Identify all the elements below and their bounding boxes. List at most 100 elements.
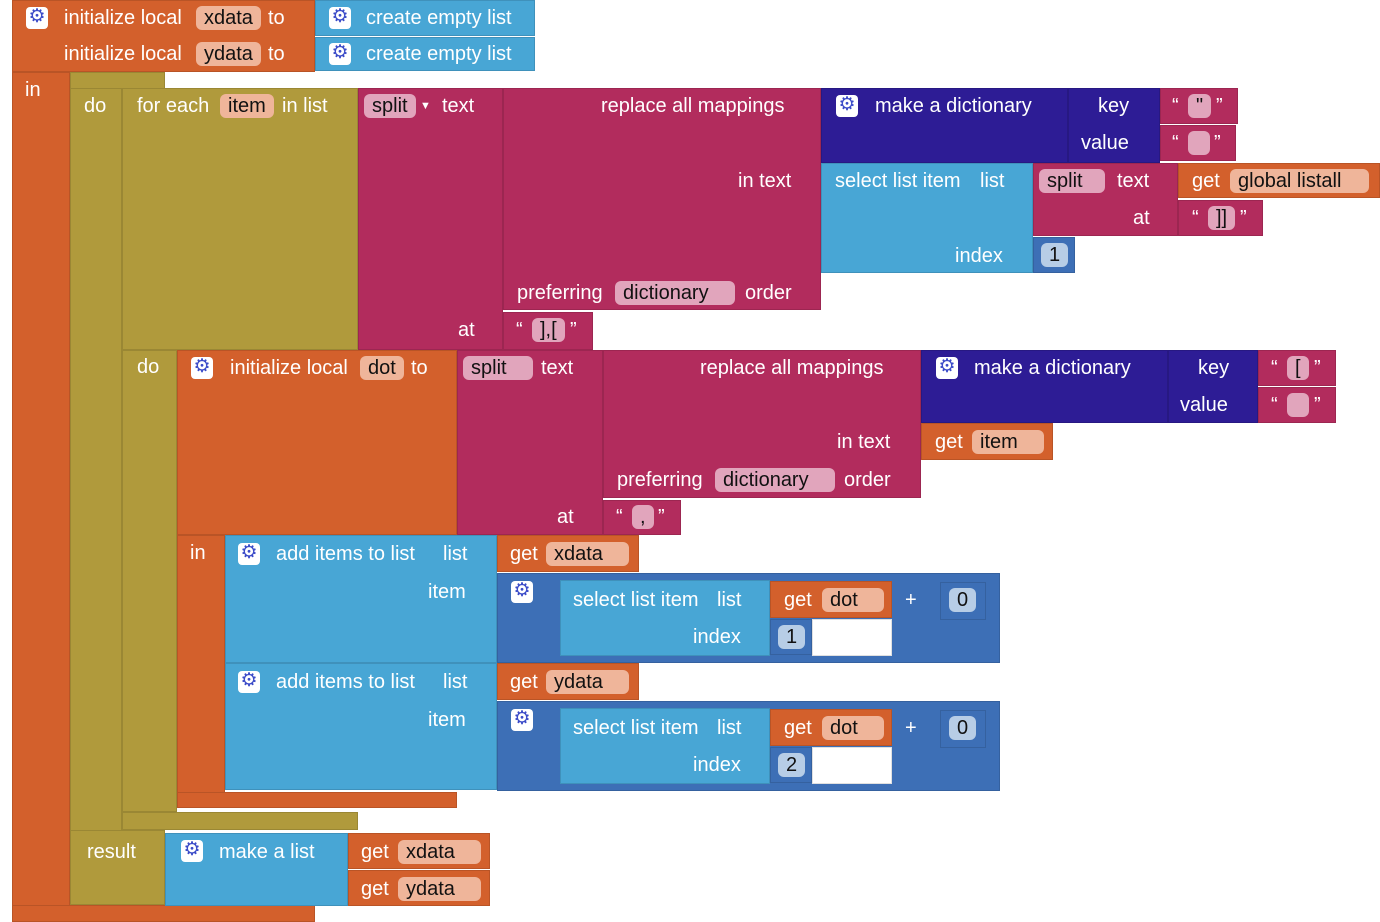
quote: ” (570, 319, 577, 341)
label: get (1192, 170, 1220, 192)
label: item (428, 581, 466, 603)
label: value (1180, 394, 1228, 416)
order-dropdown[interactable]: dictionary (715, 468, 835, 492)
var-dropdown[interactable]: item (972, 430, 1044, 454)
label: get (510, 543, 538, 565)
label: select list item (573, 717, 699, 739)
label: preferring (617, 469, 703, 491)
select-list-item-block[interactable] (560, 580, 770, 656)
add-items-block[interactable] (225, 663, 497, 790)
gear-icon[interactable] (238, 541, 260, 565)
label: do (84, 95, 107, 117)
gear-icon[interactable] (936, 355, 958, 379)
gear-icon[interactable] (329, 41, 351, 65)
text-value-empty[interactable] (1287, 393, 1309, 417)
label: get (361, 841, 389, 863)
replace-block[interactable] (503, 88, 821, 310)
var-ydata[interactable]: ydata (196, 42, 261, 66)
gear-icon[interactable] (329, 5, 351, 29)
result-row (70, 830, 165, 905)
label: in list (282, 95, 328, 117)
quote: “ (516, 319, 523, 341)
label: make a dictionary (875, 95, 1032, 117)
label: initialize local (230, 357, 348, 379)
quote: ” (1214, 132, 1221, 154)
add-items-block[interactable] (225, 535, 497, 663)
number-value[interactable]: 0 (949, 588, 977, 612)
create-empty-list-block[interactable] (315, 37, 535, 71)
label: select list item (835, 170, 961, 192)
label: at (557, 506, 574, 528)
quote: “ (1271, 394, 1278, 416)
text-value-empty[interactable] (1188, 131, 1210, 155)
var-item[interactable]: item (220, 94, 274, 118)
quote: ” (1314, 394, 1321, 416)
gear-icon[interactable] (511, 579, 533, 603)
label: key (1098, 95, 1130, 117)
make-dictionary-block[interactable] (921, 350, 1168, 423)
text-value[interactable]: [ (1287, 356, 1309, 380)
label: to (411, 357, 428, 379)
var-dropdown[interactable]: dot (822, 716, 884, 740)
label: result (87, 841, 136, 863)
quote: ” (658, 506, 665, 528)
text-value[interactable]: ]] (1208, 206, 1236, 230)
gear-icon[interactable] (238, 669, 260, 693)
text-value[interactable]: , (632, 505, 654, 529)
number-value[interactable]: 1 (778, 625, 806, 649)
pair-block[interactable] (1068, 88, 1160, 163)
label: key (1198, 357, 1230, 379)
split-dropdown[interactable]: split (364, 94, 416, 118)
for-each-block[interactable] (122, 88, 358, 350)
init-local-dot-bottom (177, 792, 457, 808)
number-value[interactable]: 2 (778, 753, 806, 777)
label: preferring (517, 282, 603, 304)
gear-icon[interactable] (191, 355, 213, 379)
var-dropdown[interactable]: ydata (546, 670, 629, 694)
select-list-item-block[interactable] (821, 163, 1033, 273)
split-dropdown[interactable]: split (463, 356, 533, 380)
quote: “ (1192, 207, 1199, 229)
var-dropdown[interactable]: xdata (398, 840, 481, 864)
gear-icon[interactable] (26, 5, 48, 29)
split-dropdown[interactable]: split (1039, 169, 1105, 193)
var-xdata[interactable]: xdata (196, 6, 261, 30)
gear-icon[interactable] (836, 93, 858, 117)
label: list (980, 170, 1005, 192)
plus-operator: + (905, 717, 917, 739)
var-dropdown[interactable]: global listall (1230, 169, 1370, 193)
create-empty-list-block[interactable] (315, 0, 535, 36)
var-dot[interactable]: dot (360, 356, 404, 380)
split-block[interactable] (358, 88, 503, 350)
quote: “ (1271, 357, 1278, 379)
label: in text (738, 170, 792, 192)
label: at (1133, 207, 1150, 229)
init-local-body (12, 72, 70, 908)
label: for each (137, 95, 210, 117)
empty-slot (812, 619, 892, 656)
number-value[interactable]: 1 (1041, 243, 1069, 267)
label: add items to list (276, 671, 415, 693)
gear-icon[interactable] (181, 838, 203, 862)
text-value[interactable]: " (1188, 94, 1212, 118)
order-dropdown[interactable]: dictionary (615, 281, 735, 305)
label: create empty list (366, 43, 512, 65)
make-dictionary-block[interactable] (821, 88, 1068, 163)
label: list (443, 671, 468, 693)
label: get (784, 589, 812, 611)
text-value[interactable]: ],[ (532, 318, 565, 342)
var-dropdown[interactable]: xdata (546, 542, 629, 566)
var-dropdown[interactable]: ydata (398, 877, 481, 901)
number-value[interactable]: 0 (949, 716, 977, 740)
gear-icon[interactable] (511, 707, 533, 731)
split-block[interactable] (457, 350, 603, 535)
label: to (268, 7, 285, 29)
pair-block[interactable] (1168, 350, 1258, 423)
select-list-item-block[interactable] (560, 708, 770, 784)
var-dropdown[interactable]: dot (822, 588, 884, 612)
label: get (935, 431, 963, 453)
init-local-block[interactable] (12, 0, 315, 72)
init-local-dot-block[interactable] (177, 350, 457, 535)
quote: ” (1240, 207, 1247, 229)
label: initialize local (64, 43, 182, 65)
